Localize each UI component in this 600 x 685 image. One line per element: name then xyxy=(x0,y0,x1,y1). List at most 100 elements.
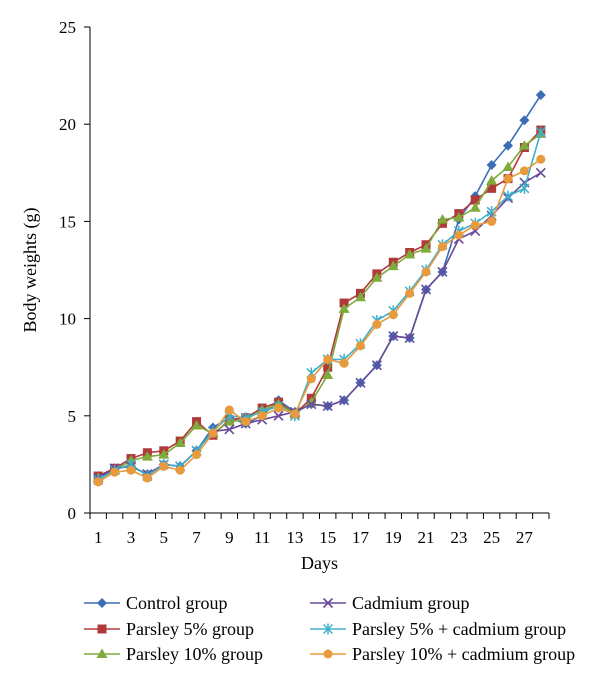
y-tick-label: 5 xyxy=(68,407,77,426)
data-point xyxy=(453,212,465,222)
legend-marker xyxy=(322,597,334,609)
data-point xyxy=(175,465,185,475)
series-1 xyxy=(93,125,546,481)
legend-item: Parsley 10% + cadmium group xyxy=(310,644,575,664)
data-point xyxy=(372,319,382,329)
series-0 xyxy=(93,90,546,482)
y-axis-title: Body weights (g) xyxy=(20,208,41,333)
legend-item: Cadmium group xyxy=(310,593,470,613)
data-point xyxy=(535,90,546,101)
x-tick-label: 1 xyxy=(94,528,103,547)
x-tick-label: 21 xyxy=(418,528,435,547)
legend-label: Parsley 5% + cadmium group xyxy=(352,619,566,639)
data-point xyxy=(503,174,513,184)
data-point xyxy=(518,140,530,150)
x-tick-label: 25 xyxy=(483,528,500,547)
axes xyxy=(89,27,549,514)
data-point xyxy=(174,437,186,448)
x-tick-label: 23 xyxy=(450,528,467,547)
data-point xyxy=(159,461,169,471)
x-tick-label: 3 xyxy=(127,528,136,547)
y-tick-label: 0 xyxy=(68,504,77,523)
y-tick-label: 20 xyxy=(59,115,76,134)
legend-label: Parsley 10% group xyxy=(126,644,263,664)
y-tick-label: 15 xyxy=(59,212,76,231)
legend-marker xyxy=(97,598,107,608)
x-axis-ticks: 1 3 5 7 9 11 13 15 17 19 21 23 25 27 xyxy=(89,513,550,547)
data-point xyxy=(323,354,333,364)
data-point xyxy=(420,284,432,295)
x-tick-label: 19 xyxy=(385,528,402,547)
data-point xyxy=(486,160,497,171)
data-point xyxy=(519,166,529,176)
data-point xyxy=(388,331,399,342)
legend-label: Control group xyxy=(126,593,228,613)
legend-label: Parsley 5% group xyxy=(126,619,254,639)
data-point xyxy=(322,369,334,379)
x-tick-label: 15 xyxy=(319,528,336,547)
x-tick-label: 9 xyxy=(225,528,234,547)
data-point xyxy=(290,409,300,419)
data-point xyxy=(436,213,448,224)
series-line xyxy=(97,129,542,477)
x-tick-label: 27 xyxy=(516,528,534,547)
data-point xyxy=(306,374,316,384)
legend-marker xyxy=(97,624,107,634)
data-point xyxy=(487,183,497,193)
series-3 xyxy=(93,167,546,484)
data-point xyxy=(142,473,152,483)
data-point xyxy=(404,332,415,344)
data-point xyxy=(487,216,497,226)
series-line xyxy=(97,94,542,477)
x-tick-label: 7 xyxy=(192,528,201,547)
data-point xyxy=(339,298,349,308)
x-tick-label: 13 xyxy=(286,528,303,547)
data-point xyxy=(241,417,251,427)
data-point xyxy=(470,195,480,205)
data-point xyxy=(535,167,546,178)
data-point xyxy=(339,395,350,406)
data-point xyxy=(502,161,514,171)
data-point xyxy=(486,175,498,185)
x-axis-title: Days xyxy=(301,553,338,573)
legend-item: Parsley 5% + cadmium group xyxy=(310,619,566,639)
legend-marker xyxy=(322,623,334,635)
data-point xyxy=(306,399,317,410)
data-point xyxy=(437,266,448,278)
data-point xyxy=(257,411,267,421)
data-point xyxy=(273,410,284,421)
data-point xyxy=(338,303,350,313)
y-axis-ticks: 0 5 10 15 20 25 xyxy=(59,18,90,523)
series-line xyxy=(97,172,542,479)
data-point xyxy=(421,267,431,277)
series-line xyxy=(97,158,542,483)
data-point xyxy=(339,358,349,368)
legend-item: Parsley 5% group xyxy=(84,619,254,639)
data-point xyxy=(519,115,530,126)
data-point xyxy=(470,220,480,230)
data-point xyxy=(437,242,447,252)
data-point xyxy=(469,202,481,212)
data-point xyxy=(126,465,136,475)
data-point xyxy=(519,182,530,194)
data-point xyxy=(93,477,103,487)
legend: Control group Parsley 5% group Parsley 10%… xyxy=(84,593,575,664)
y-tick-label: 10 xyxy=(59,310,76,329)
legend-label: Cadmium group xyxy=(352,593,470,613)
data-point xyxy=(322,401,333,412)
data-point xyxy=(503,140,514,151)
data-point xyxy=(454,230,464,240)
series-4 xyxy=(93,126,546,486)
legend-marker xyxy=(96,648,108,658)
data-point xyxy=(387,260,399,271)
data-point xyxy=(110,467,120,477)
data-point xyxy=(354,291,366,302)
data-point xyxy=(208,428,218,438)
data-point xyxy=(192,450,202,460)
data-point xyxy=(224,424,235,435)
data-point xyxy=(536,154,546,164)
series-line xyxy=(97,131,542,481)
data-point xyxy=(274,403,284,413)
data-point xyxy=(420,243,432,253)
